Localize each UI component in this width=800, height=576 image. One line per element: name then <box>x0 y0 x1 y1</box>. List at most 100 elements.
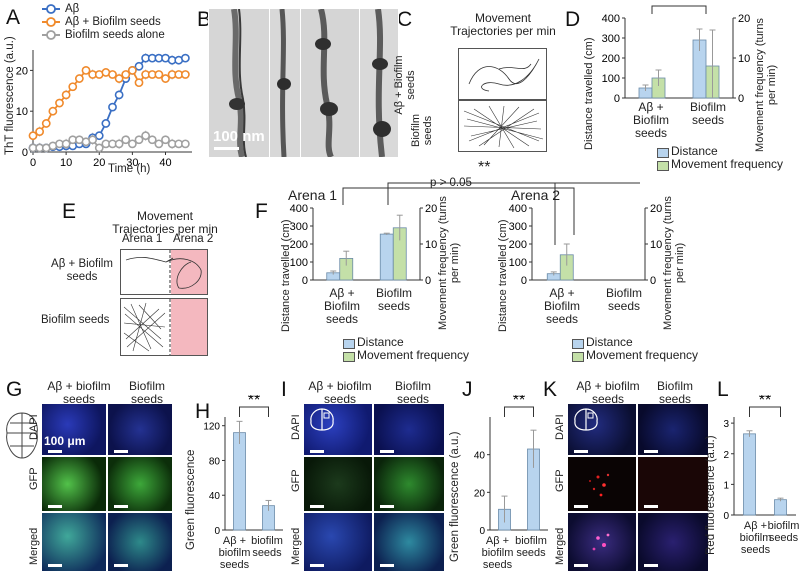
panel-d-legend-freq: Movement frequency <box>671 157 784 171</box>
sig-bracket-j <box>504 406 534 417</box>
ytick-label-right-f2: 20 <box>650 203 662 215</box>
micrograph-g-gfp-abeta <box>42 457 106 511</box>
tem-scale-label: 100 nm <box>213 128 265 145</box>
panel-label-d: D <box>565 8 581 31</box>
panel-f-ylabel-left-2: Distance travelled (cm) <box>497 219 509 332</box>
panel-h-ylabel: Green fluorescence <box>185 449 197 550</box>
ytick-label-h: 40 <box>209 491 221 502</box>
data-point-0 <box>101 119 111 128</box>
ytick-label-left-f2: 0 <box>521 275 527 287</box>
panel-j-cat2: biofilm seeds <box>515 535 547 559</box>
data-point-2 <box>134 135 144 145</box>
data-point-1 <box>108 70 117 79</box>
scale-bar-g-3 <box>48 505 62 508</box>
panel-label-k: K <box>543 378 558 401</box>
tem-image-1 <box>208 8 270 158</box>
panel-k-col1: Aβ + biofilm seeds <box>576 379 640 406</box>
panel-k-col2: Biofilm seeds <box>656 379 693 406</box>
panel-f-cat2-arena2: Biofilm seeds <box>605 286 642 313</box>
panel-f-legend-freq-swatch-1 <box>343 352 355 362</box>
panel-l-ylabel: Red fluorescence (a.u.) <box>705 435 717 555</box>
panel-f-legend-distance-2: Distance <box>586 335 633 349</box>
micrograph-k-gfp-abeta <box>568 457 636 511</box>
scale-bar-k-2 <box>644 450 658 453</box>
panel-h-chart: 0 40 80 120 ** <box>203 395 283 537</box>
scale-bar-i-1 <box>310 450 324 453</box>
ytick-label-h: 120 <box>203 422 220 433</box>
legend-label-biofilm-alone: Biofilm seeds alone <box>65 29 165 41</box>
panel-f-ylabel-left-1: Distance travelled (cm) <box>280 219 292 332</box>
data-point-1 <box>161 74 170 83</box>
ytick-label-left-f2: 200 <box>509 239 527 251</box>
ytick-label-left-f1: 0 <box>302 275 308 287</box>
panel-j-ylabel: Green fluorescence (a.u.) <box>449 431 461 562</box>
data-point-1 <box>61 90 71 100</box>
data-point-1 <box>48 106 58 116</box>
panel-label-j: J <box>462 378 473 401</box>
panel-i-col2: Biofilm seeds <box>394 379 431 406</box>
micrograph-k-gfp-biofilm <box>638 457 708 511</box>
panel-h-cat1: Aβ + biofilm seeds <box>218 535 251 571</box>
panel-a-ylabel: ThT fluorescence (a.u.) <box>4 36 16 155</box>
ytick-label-h: 0 <box>214 526 220 537</box>
panel-f-cat2-arena1: Biofilm seeds <box>375 286 412 313</box>
data-point-1 <box>134 78 144 88</box>
panel-label-c: C <box>397 8 413 31</box>
panel-i-row-gfp: GFP <box>290 469 302 492</box>
ytick-label-right-d: 20 <box>738 13 750 25</box>
data-point-2 <box>94 143 104 153</box>
sig-bracket-l <box>749 406 781 417</box>
xtick-label-a: 20 <box>93 157 105 169</box>
panel-f-sig-ns: p > 0.05 <box>430 177 472 189</box>
panel-c-row2-label: Biofilm seeds <box>410 114 434 148</box>
micrograph-g-merged-abeta <box>42 513 106 571</box>
panel-e-arena2: Arena 2 <box>173 233 214 245</box>
panel-k-row-dapi: DAPI <box>554 414 566 440</box>
data-point-1 <box>180 70 190 79</box>
data-point-0 <box>108 102 117 112</box>
data-point-1 <box>154 70 164 79</box>
data-point-2 <box>127 139 137 149</box>
ytick-label-a: 20 <box>16 65 28 77</box>
scale-bar-k-5 <box>574 564 588 567</box>
scale-bar-k-3 <box>574 505 588 508</box>
micrograph-g-merged-biofilm <box>108 513 172 571</box>
tem-scale-bar <box>214 147 239 150</box>
scale-bar-k-6 <box>644 564 658 567</box>
panel-g-row-merged: Merged <box>28 527 40 565</box>
micrograph-k-merged-biofilm <box>638 513 708 571</box>
xtick-label-a: 40 <box>159 157 171 169</box>
legend-label-abeta-biofilm: Aβ + Biofilm seeds <box>65 16 161 28</box>
ytick-label-right-d: 10 <box>738 53 750 65</box>
panel-f-legend-freq-1: Movement frequency <box>357 348 470 362</box>
data-point-1 <box>41 119 51 128</box>
trajectory-c-abeta <box>458 48 547 100</box>
scale-bar-i-5 <box>310 564 324 567</box>
panel-e-row2: Biofilm seeds <box>41 314 110 326</box>
panel-f-legend-freq-swatch-2 <box>572 352 584 362</box>
panel-f-ylabel-right-1: Movement frequency (turns per min) <box>437 196 461 330</box>
ytick-label-j: 0 <box>479 526 485 537</box>
micrograph-g-gfp-biofilm <box>108 457 172 511</box>
panel-i-col1: Aβ + biofilm seeds <box>308 379 372 406</box>
data-point-2 <box>88 135 98 145</box>
panel-g-col2: Biofilm seeds <box>128 379 165 406</box>
data-point-2 <box>161 135 170 145</box>
micrograph-g-dapi-biofilm <box>108 404 172 455</box>
ytick-label-left-f1: 400 <box>290 203 308 215</box>
ytick-label-h: 80 <box>209 456 221 467</box>
panel-f-cat1-arena1: Aβ + Biofilm seeds <box>323 286 360 326</box>
micrograph-i-dapi-biofilm <box>374 404 444 455</box>
trajectory-e-biofilm <box>120 298 208 356</box>
bar-h-0 <box>233 432 246 531</box>
data-point-1 <box>68 82 78 92</box>
sig-bracket-f-ns <box>342 187 575 235</box>
scale-bar-g-2 <box>114 450 128 453</box>
scale-bar-k-1 <box>574 450 588 453</box>
data-point-1 <box>28 131 38 141</box>
panel-label-f: F <box>255 200 268 223</box>
panel-e-row1: Aβ + Biofilm seeds <box>51 258 113 283</box>
sig-bracket-f-top <box>387 182 640 205</box>
panel-label-b: B <box>197 8 212 31</box>
